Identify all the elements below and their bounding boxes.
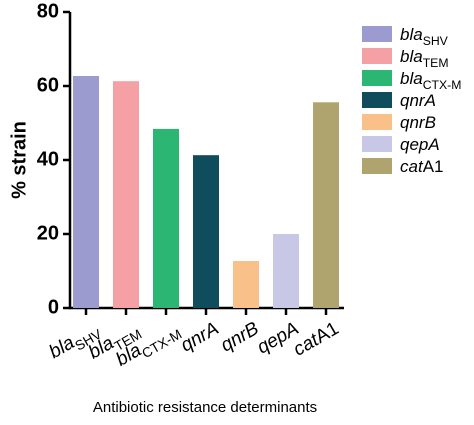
y-tick-label: 0 xyxy=(48,296,59,318)
label-subscript: TEM xyxy=(423,56,449,70)
category-label: blaCTX-M xyxy=(400,69,461,92)
category-label: qnrA xyxy=(400,91,436,110)
legend-swatch xyxy=(362,158,392,174)
label-italic: qnrA xyxy=(400,91,436,110)
category-label: blaTEM xyxy=(400,47,449,70)
bar xyxy=(113,81,139,308)
category-label: qnrB xyxy=(400,113,436,132)
category-label: catA1 xyxy=(400,157,443,176)
y-tick-label: 20 xyxy=(37,222,59,244)
category-label: catA1 xyxy=(290,318,343,360)
bar xyxy=(233,261,259,308)
label-subscript: CTX-M xyxy=(139,327,184,362)
label-plain: A1 xyxy=(423,157,444,176)
legend-swatch xyxy=(362,70,392,86)
label-subscript: CTX-M xyxy=(423,78,462,92)
label-subscript: SHV xyxy=(423,34,449,48)
x-axis-label: Antibiotic resistance determinants xyxy=(93,399,317,416)
label-italic: qepA xyxy=(400,135,440,154)
label-italic: qnrB xyxy=(400,113,436,132)
legend-swatch xyxy=(362,26,392,42)
y-tick-label: 80 xyxy=(37,0,59,22)
bar xyxy=(273,234,299,308)
category-label: qepA xyxy=(400,135,440,154)
y-tick-label: 40 xyxy=(37,148,59,170)
legend-swatch xyxy=(362,136,392,152)
y-tick-label: 60 xyxy=(37,74,59,96)
category-label: blaCTX-M xyxy=(113,318,185,374)
bar xyxy=(193,155,219,308)
label-italic: cat xyxy=(400,157,424,176)
label-italic: qnrA xyxy=(177,318,222,356)
label-italic: bla xyxy=(400,47,423,66)
y-axis-label: % strain xyxy=(8,121,30,199)
bar xyxy=(313,102,339,308)
label-italic: bla xyxy=(400,25,423,44)
category-label: qnrB xyxy=(217,318,263,356)
label-italic: bla xyxy=(46,332,78,363)
label-italic: bla xyxy=(400,69,423,88)
label-italic: qnrB xyxy=(217,318,263,356)
category-label: qnrA xyxy=(177,318,222,356)
legend-swatch xyxy=(362,114,392,130)
legend-swatch xyxy=(362,92,392,108)
category-label: blaSHV xyxy=(400,25,449,48)
bar xyxy=(73,76,99,308)
bar xyxy=(153,128,179,308)
legend-swatch xyxy=(362,48,392,64)
